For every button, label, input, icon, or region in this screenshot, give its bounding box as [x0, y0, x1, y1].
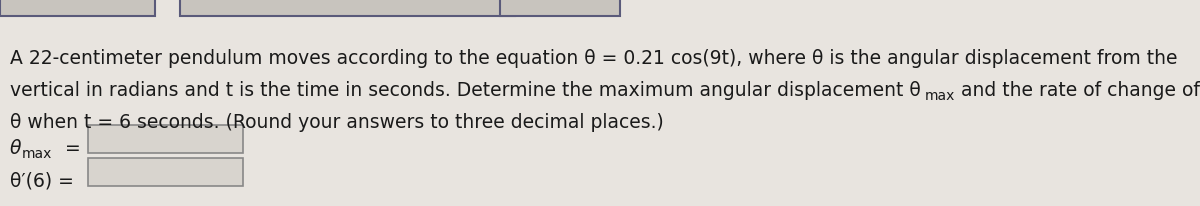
Bar	[88, 158, 242, 186]
Text: and the rate of change of: and the rate of change of	[955, 81, 1200, 99]
Text: θ: θ	[10, 138, 22, 157]
Text: A 22-centimeter pendulum moves according to the equation θ = 0.21 cos(9t), where: A 22-centimeter pendulum moves according…	[10, 49, 1177, 68]
Text: max: max	[22, 146, 53, 160]
Text: max: max	[925, 89, 955, 103]
Text: θ′(6) =: θ′(6) =	[10, 171, 74, 190]
Bar	[500, 0, 620, 17]
Bar	[180, 0, 515, 17]
Text: θ when t = 6 seconds. (Round your answers to three decimal places.): θ when t = 6 seconds. (Round your answer…	[10, 112, 664, 131]
Text: vertical in radians and t is the time in seconds. Determine the maximum angular : vertical in radians and t is the time in…	[10, 81, 920, 99]
Text: =: =	[65, 138, 80, 157]
Bar	[88, 125, 242, 153]
Bar	[0, 0, 155, 17]
